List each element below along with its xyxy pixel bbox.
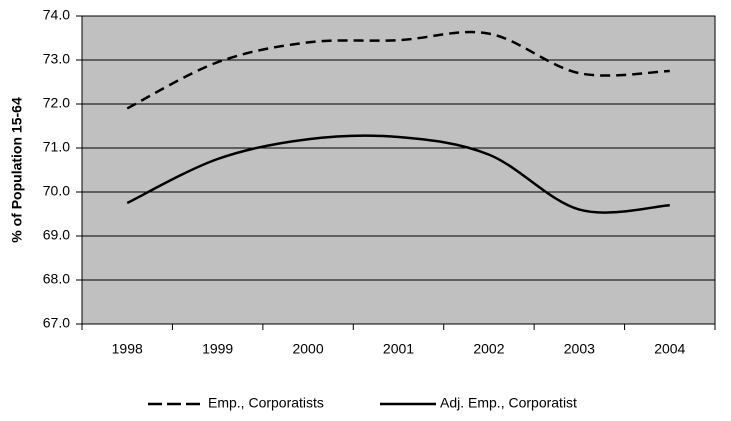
y-tick-label: 68.0 <box>43 271 70 287</box>
series-line <box>126 134 670 214</box>
y-tick-label: 70.0 <box>43 183 70 199</box>
y-tick-label: 74.0 <box>43 7 70 23</box>
legend-label: Adj. Emp., Corporatist <box>440 395 577 411</box>
y-tick-label: 71.0 <box>43 139 70 155</box>
x-tick-label: 2004 <box>654 341 685 357</box>
x-tick-label: 2000 <box>292 341 323 357</box>
x-tick-label: 1998 <box>112 341 143 357</box>
x-tick-label: 2002 <box>473 341 504 357</box>
y-axis-title: % of Population 15-64 <box>9 97 25 243</box>
series-line <box>126 30 670 110</box>
legend-label: Emp., Corporatists <box>208 395 324 411</box>
y-tick-label: 72.0 <box>43 95 70 111</box>
plot-area <box>82 16 715 324</box>
x-tick-label: 2003 <box>564 341 595 357</box>
y-tick-label: 67.0 <box>43 315 70 331</box>
y-tick-label: 69.0 <box>43 227 70 243</box>
y-tick-label: 73.0 <box>43 51 70 67</box>
x-tick-label: 2001 <box>383 341 414 357</box>
plot-border <box>81 15 716 325</box>
x-tick-label: 1999 <box>202 341 233 357</box>
